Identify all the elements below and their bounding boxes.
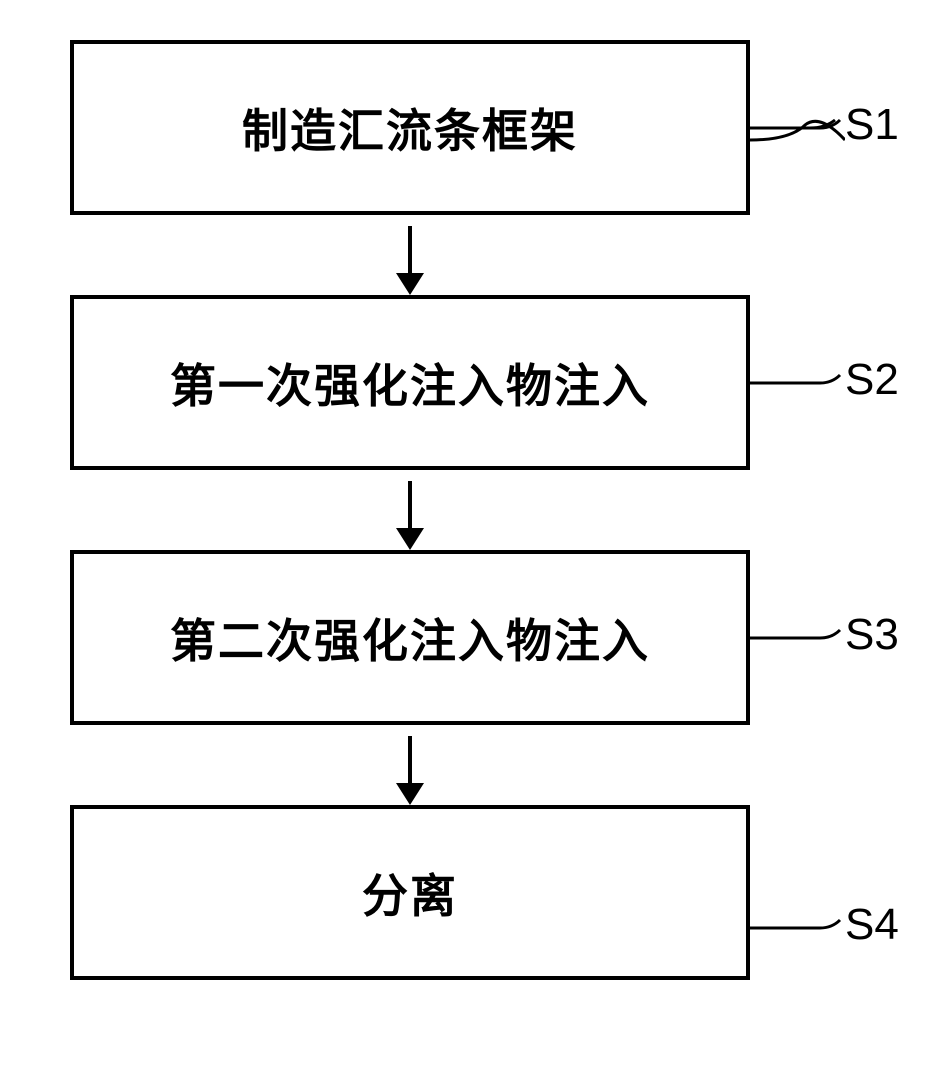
step-box-s1: 制造汇流条框架: [70, 40, 750, 215]
step-label-s1: S1: [845, 100, 899, 150]
arrow-head-icon: [396, 528, 424, 550]
leader-curve-s1: [750, 118, 845, 138]
leader-curve-s2: [750, 373, 845, 393]
arrow-head-icon: [396, 273, 424, 295]
step-text-s1: 制造汇流条框架: [242, 95, 578, 161]
step-box-s2: 第一次强化注入物注入: [70, 295, 750, 470]
arrow-s2-s3: [70, 470, 750, 550]
arrow-s1-s2: [70, 215, 750, 295]
step-text-s4: 分离: [362, 860, 458, 926]
step-text-s2: 第一次强化注入物注入: [170, 350, 650, 416]
arrow-s3-s4: [70, 725, 750, 805]
step-label-s2: S2: [845, 355, 899, 405]
step-box-s3: 第二次强化注入物注入: [70, 550, 750, 725]
flowchart-container: 制造汇流条框架 第一次强化注入物注入 第二次强化注入物注入 分离: [70, 40, 870, 980]
step-label-s3: S3: [845, 610, 899, 660]
arrow-head-icon: [396, 783, 424, 805]
step-text-s3: 第二次强化注入物注入: [170, 605, 650, 671]
leader-curve-s3: [750, 628, 845, 648]
leader-curve-s4: [750, 918, 845, 938]
step-box-s4: 分离: [70, 805, 750, 980]
step-label-s4: S4: [845, 900, 899, 950]
